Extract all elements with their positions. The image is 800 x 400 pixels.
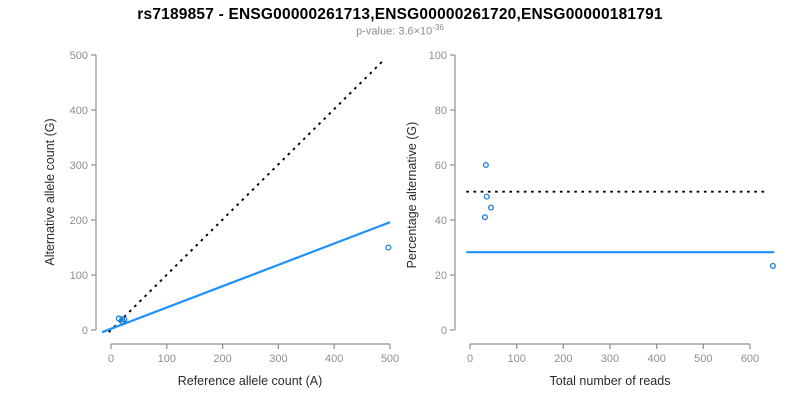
allele-counts-panel-y-tick-label: 400 — [70, 105, 88, 117]
allele-counts-panel-x-tick-label: 400 — [325, 353, 343, 365]
percentage-panel-x-tick-label: 0 — [467, 353, 473, 365]
percentage-panel-y-axis-title: Percentage alternative (G) — [405, 122, 419, 269]
allele-counts-panel-x-tick-label: 100 — [158, 353, 176, 365]
pvalue-subtitle: p-value: 3.6×10-36 — [0, 23, 800, 38]
percentage-panel-y-tick-label: 80 — [435, 105, 447, 117]
allele-counts-panel-y-tick-label: 500 — [70, 50, 88, 62]
percentage-panel-y-tick-label: 100 — [429, 50, 447, 62]
percentage-panel-x-tick-label: 500 — [694, 353, 712, 365]
allele-counts-panel-y-tick-label: 200 — [70, 215, 88, 227]
allele-counts-panel-data-point — [119, 318, 126, 325]
allele-counts-panel-data-point — [119, 316, 126, 323]
allele-counts-panel-y-axis-title: Alternative allele count (G) — [43, 118, 57, 265]
allele-counts-panel-x-tick-label: 300 — [269, 353, 287, 365]
percentage-panel-x-axis-title: Total number of reads — [550, 374, 671, 388]
chart-title: rs7189857 - ENSG00000261713,ENSG00000261… — [137, 6, 663, 23]
percentage-panel-y-tick-label: 60 — [435, 160, 447, 172]
allele-counts-panel-x-tick-label: 500 — [381, 353, 399, 365]
allele-counts-panel-y-tick-label: 100 — [70, 270, 88, 282]
percentage-panel-y-tick-label: 40 — [435, 215, 447, 227]
percentage-panel-x-tick-label: 400 — [647, 353, 665, 365]
percentage-panel-x-tick-label: 300 — [601, 353, 619, 365]
pvalue-text: p-value: 3.6×10 — [356, 25, 433, 38]
percentage-panel-x-tick-label: 200 — [554, 353, 572, 365]
allele-counts-panel-x-axis-title: Reference allele count (A) — [178, 374, 323, 388]
allele-counts-panel-x-tick-label: 200 — [213, 353, 231, 365]
allele-counts-panel-identity-line — [108, 58, 386, 333]
percentage-panel-data-point — [487, 204, 495, 211]
percentage-panel-data-point — [481, 214, 488, 221]
percentage-panel-data-point — [482, 161, 489, 169]
allele-counts-panel-y-tick-label: 0 — [82, 325, 88, 337]
percentage-panel-data-point — [483, 193, 490, 200]
percentage-panel-y-tick-label: 0 — [441, 325, 447, 337]
percentage-panel-y-tick-label: 20 — [435, 270, 447, 282]
allele-counts-panel-data-point — [115, 315, 122, 322]
allele-counts-panel-data-point — [385, 244, 392, 251]
allele-counts-panel-y-tick-label: 300 — [70, 160, 88, 172]
allele-counts-panel-fit-line — [101, 221, 391, 334]
pvalue-exponent: -36 — [432, 23, 444, 32]
percentage-panel-x-tick-label: 600 — [741, 353, 759, 365]
percentage-panel-data-point — [769, 262, 776, 269]
percentage-panel-x-tick-label: 100 — [507, 353, 525, 365]
allele-counts-panel-x-tick-label: 0 — [108, 353, 114, 365]
